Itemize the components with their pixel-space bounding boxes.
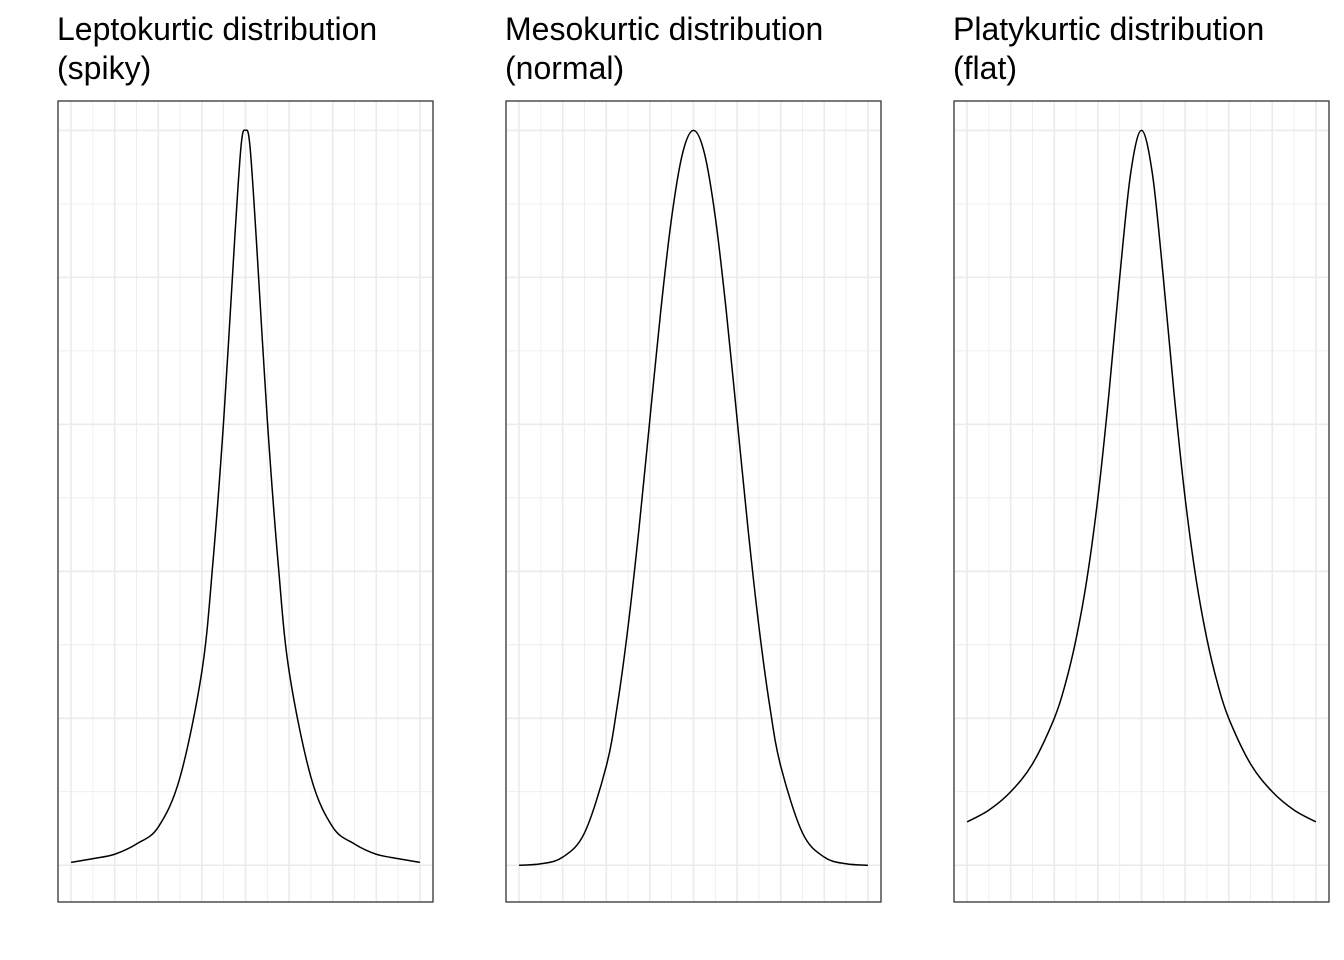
panel-title-line2: (spiky) [57,50,151,86]
panel-mesokurtic: Mesokurtic distribution (normal) [505,11,882,903]
plot-area-platykurtic [953,100,1330,903]
density-curve [70,129,421,864]
plot-area-leptokurtic [57,100,434,903]
density-curve [519,129,868,867]
panel-border [505,100,882,903]
panel-title-line2: (flat) [953,50,1017,86]
panel-title-line2: (normal) [505,50,624,86]
panel-border [953,100,1330,903]
panel-platykurtic: Platykurtic distribution (flat) [953,11,1330,903]
panel-border [57,100,434,903]
panel-title-line1: Mesokurtic distribution [505,11,823,47]
panel-title-line1: Leptokurtic distribution [57,11,377,47]
plot-area-mesokurtic [505,100,882,903]
density-curve [966,129,1317,823]
panel-title-line1: Platykurtic distribution [953,11,1264,47]
panel-leptokurtic: Leptokurtic distribution (spiky) [57,11,434,903]
